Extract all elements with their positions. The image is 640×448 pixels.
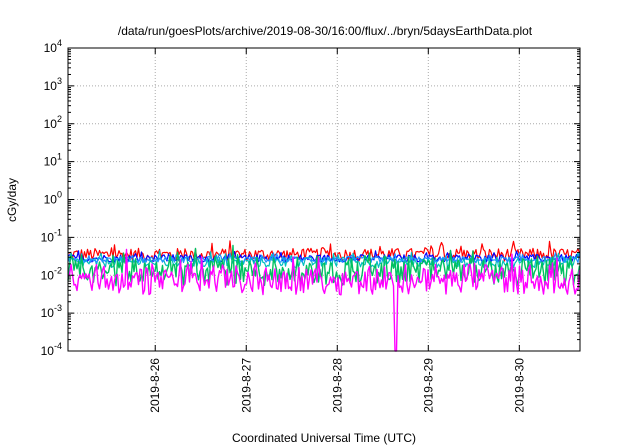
grid bbox=[68, 48, 580, 351]
y-tick-label: 100 bbox=[44, 190, 62, 207]
y-axis: 10-4 10-3 10-2 10-1 100 101 102 103 104 bbox=[41, 38, 580, 358]
series-line-2 bbox=[67, 250, 580, 263]
y-tick-label: 103 bbox=[44, 76, 62, 93]
x-tick-label: 2019-8-28 bbox=[330, 358, 344, 413]
y-tick-label: 101 bbox=[44, 152, 62, 169]
y-tick-label: 10-4 bbox=[41, 341, 62, 358]
y-tick-label: 10-2 bbox=[41, 265, 62, 282]
series-line-4 bbox=[67, 252, 581, 264]
y-tick-label: 10-1 bbox=[41, 227, 62, 244]
series-group bbox=[67, 240, 581, 352]
x-axis: 2019-8-26 2019-8-27 2019-8-28 2019-8-29 2019… bbox=[148, 48, 526, 413]
y-tick-label: 104 bbox=[44, 38, 62, 55]
x-tick-label: 2019-8-26 bbox=[148, 358, 162, 413]
y-tick-label: 10-3 bbox=[41, 303, 62, 320]
y-tick-label: 102 bbox=[44, 114, 62, 131]
x-axis-label: Coordinated Universal Time (UTC) bbox=[232, 431, 416, 445]
series-line-3 bbox=[67, 250, 581, 269]
x-tick-label: 2019-8-27 bbox=[239, 358, 253, 413]
chart-title: /data/run/goesPlots/archive/2019-08-30/1… bbox=[118, 24, 533, 38]
y-axis-label: cGy/day bbox=[5, 178, 19, 222]
x-tick-label: 2019-8-30 bbox=[512, 358, 526, 413]
x-tick-label: 2019-8-29 bbox=[421, 358, 435, 413]
series-line-6 bbox=[67, 248, 581, 352]
